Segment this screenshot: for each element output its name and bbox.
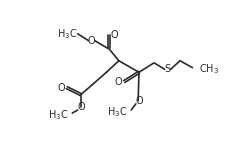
Text: O: O bbox=[77, 102, 85, 112]
Text: H$_3$C: H$_3$C bbox=[107, 105, 127, 119]
Text: O: O bbox=[115, 77, 123, 86]
Text: O: O bbox=[58, 83, 65, 93]
Text: H$_3$C: H$_3$C bbox=[48, 109, 68, 122]
Text: O: O bbox=[136, 96, 144, 106]
Text: CH$_3$: CH$_3$ bbox=[199, 62, 219, 76]
Text: S: S bbox=[164, 64, 171, 74]
Text: O: O bbox=[88, 36, 95, 46]
Text: H$_3$C: H$_3$C bbox=[57, 27, 77, 41]
Text: O: O bbox=[110, 30, 118, 40]
